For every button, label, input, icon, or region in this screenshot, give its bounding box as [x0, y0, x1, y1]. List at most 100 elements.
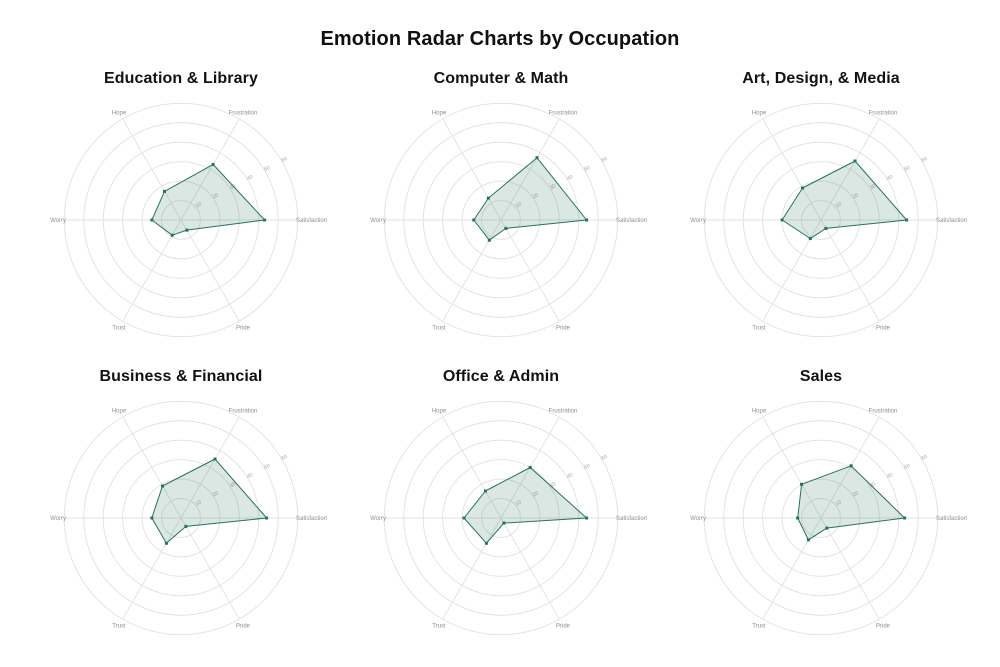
radar-spoke — [820, 219, 880, 322]
radar-chart-cell: 10 20 30 40 50 60 Hope Frustration Satisfaction P… — [21, 360, 341, 660]
radar-axis-label: Frustration — [229, 409, 258, 415]
radar-tick-label: 10 — [835, 201, 843, 209]
radar-vertex-marker — [502, 521, 506, 525]
radar-spoke — [122, 219, 182, 322]
radar-spoke — [442, 118, 502, 221]
radar-axis-label: Trust — [112, 623, 126, 629]
radar-vertex-marker — [905, 218, 909, 222]
radar-axis-label: Worry — [690, 516, 706, 522]
radar-spoke — [122, 416, 182, 519]
radar-vertex-marker — [487, 238, 491, 242]
radar-vertex-marker — [800, 482, 804, 486]
radar-axis-label: Pride — [236, 325, 251, 331]
radar-axis-label: Hope — [432, 409, 447, 415]
radar-axis-label: Hope — [112, 111, 127, 117]
radar-chart: 10 20 30 40 50 60 Hope Frustration Satisfaction P… — [370, 400, 647, 636]
radar-axis-label: Trust — [752, 623, 766, 629]
radar-spoke — [122, 517, 182, 620]
radar-tick-label: 60 — [600, 156, 608, 164]
radar-axis-label: Pride — [876, 325, 891, 331]
radar-vertex-marker — [185, 228, 189, 232]
radar-axis-label: Satisfaction — [936, 218, 967, 224]
radar-vertex-marker — [164, 541, 168, 545]
radar-tick-label: 20 — [212, 192, 220, 200]
radar-tick-label: 20 — [532, 192, 540, 200]
radar-vertex-marker — [824, 226, 828, 230]
radar-axis-label: Frustration — [549, 409, 578, 415]
chart-title: Office & Admin — [442, 368, 560, 385]
radar-axis-label: Worry — [690, 218, 706, 224]
radar-axis-label: Hope — [432, 111, 447, 117]
radar-spoke — [180, 517, 240, 620]
radar-axis-label: Hope — [752, 111, 767, 117]
radar-polygon — [781, 160, 908, 239]
radar-tick-label: 20 — [852, 192, 860, 200]
radar-axis-label: Worry — [50, 516, 66, 522]
radar-tick-label: 50 — [263, 165, 271, 173]
radar-tick-label: 40 — [886, 174, 894, 182]
radar-tick-label: 40 — [566, 472, 574, 480]
radar-axis-label: Pride — [556, 325, 571, 331]
radar-tick-label: 10 — [195, 201, 203, 209]
radar-spoke — [442, 219, 502, 322]
radar-tick-label: 50 — [583, 463, 591, 471]
radar-tick-label: 20 — [532, 490, 540, 498]
radar-vertex-marker — [150, 218, 154, 222]
radar-spoke — [762, 416, 822, 519]
chart-title: Business & Financial — [99, 368, 263, 385]
radar-vertex-marker — [184, 524, 188, 528]
radar-chart-cell: 10 20 30 40 50 60 Hope Frustration Satisfaction P… — [341, 62, 661, 362]
radar-vertex-marker — [472, 218, 476, 222]
radar-spoke — [820, 416, 880, 519]
radar-chart: 10 20 30 40 50 60 Hope Frustration Satisfaction P… — [370, 102, 647, 338]
chart-title: Computer & Math — [433, 70, 569, 87]
radar-axis-label: Satisfaction — [616, 218, 647, 224]
radar-axis-label: Worry — [370, 516, 386, 522]
radar-vertex-marker — [263, 218, 267, 222]
radar-tick-label: 30 — [229, 183, 237, 191]
radar-spoke — [442, 517, 502, 620]
radar-spoke — [820, 118, 880, 221]
radar-vertex-marker — [213, 457, 217, 461]
radar-axis-label: Trust — [432, 623, 446, 629]
radar-vertex-marker — [504, 226, 508, 230]
radar-vertex-marker — [849, 464, 853, 468]
radar-tick-label: 60 — [600, 454, 608, 462]
radar-vertex-marker — [483, 489, 487, 493]
radar-tick-label: 60 — [280, 454, 288, 462]
radar-tick-label: 60 — [920, 156, 928, 164]
radar-vertex-marker — [535, 156, 539, 160]
radar-chart-cell: 10 20 30 40 50 60 Hope Frustration Satisfaction P… — [661, 62, 981, 362]
radar-vertex-marker — [903, 516, 907, 520]
radar-axis-label: Pride — [876, 623, 891, 629]
radar-spoke — [180, 416, 240, 519]
radar-polygon — [473, 157, 588, 241]
radar-spoke — [500, 118, 560, 221]
radar-spoke — [762, 118, 822, 221]
radar-tick-label: 60 — [280, 156, 288, 164]
radar-axis-label: Frustration — [869, 111, 898, 117]
radar-chart-cell: 10 20 30 40 50 60 Hope Frustration Satisfaction P… — [21, 62, 341, 362]
radar-tick-label: 40 — [246, 472, 254, 480]
chart-title: Sales — [799, 368, 843, 385]
radar-tick-label: 20 — [212, 490, 220, 498]
radar-vertex-marker — [825, 526, 829, 530]
radar-axis-label: Satisfaction — [936, 516, 967, 522]
chart-title: Art, Design, & Media — [742, 70, 900, 87]
radar-spoke — [500, 517, 560, 620]
radar-tick-label: 50 — [903, 463, 911, 471]
radar-axis-label: Worry — [50, 218, 66, 224]
radar-chart: 10 20 30 40 50 60 Hope Frustration Satisfaction P… — [50, 102, 327, 338]
radar-spoke — [122, 118, 182, 221]
radar-tick-label: 50 — [903, 165, 911, 173]
radar-vertex-marker — [150, 516, 154, 520]
radar-tick-label: 10 — [515, 499, 523, 507]
radar-spoke — [500, 219, 560, 322]
radar-axis-label: Trust — [752, 325, 766, 331]
radar-tick-label: 50 — [263, 463, 271, 471]
radar-vertex-marker — [162, 189, 166, 193]
radar-tick-label: 40 — [246, 174, 254, 182]
radar-vertex-marker — [161, 484, 165, 488]
radar-spoke — [180, 219, 240, 322]
